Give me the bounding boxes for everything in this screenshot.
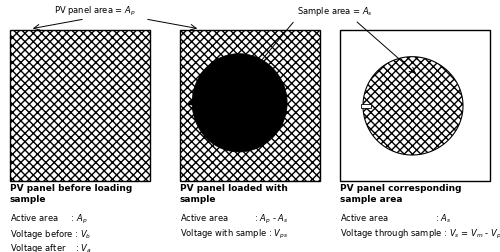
Text: Sample area = $A_s$: Sample area = $A_s$ [297,5,373,18]
Text: Voltage through sample : $V_s$ = $V_m$ - $V_{ps}$: Voltage through sample : $V_s$ = $V_m$ -… [340,228,500,241]
Polygon shape [363,57,463,155]
Bar [190,101,200,105]
Bar [360,104,370,108]
Text: Active area                  : $A_s$: Active area : $A_s$ [340,213,452,226]
Text: Voltage after    : $V_a$: Voltage after : $V_a$ [10,242,92,252]
Text: Voltage before : $V_b$: Voltage before : $V_b$ [10,228,91,241]
Text: PV panel before loading
sample: PV panel before loading sample [10,184,132,204]
Text: PV panel corresponding
sample area: PV panel corresponding sample area [340,184,462,204]
Bar [340,30,490,181]
Text: Active area          : $A_p$ - $A_s$: Active area : $A_p$ - $A_s$ [180,213,288,226]
Bar [10,30,150,181]
Text: PV panel loaded with
sample: PV panel loaded with sample [180,184,288,204]
Text: Active area     : $A_p$: Active area : $A_p$ [10,213,88,226]
Polygon shape [192,54,287,152]
Text: Voltage with sample : $V_{ps}$: Voltage with sample : $V_{ps}$ [180,228,288,241]
Bar [180,30,320,181]
Text: PV panel area = $A_p$: PV panel area = $A_p$ [54,5,136,18]
